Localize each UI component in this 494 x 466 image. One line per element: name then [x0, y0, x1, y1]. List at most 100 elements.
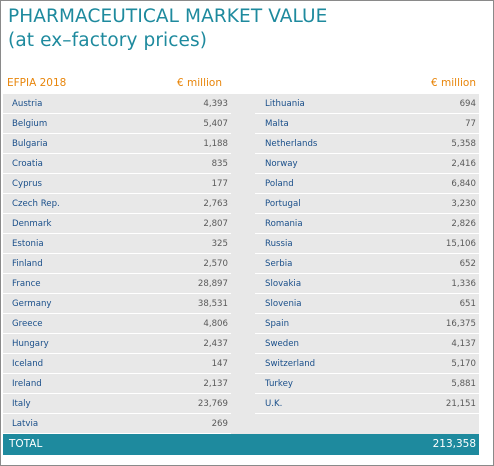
market-value: 6,840 [451, 179, 476, 189]
market-value: 2,826 [451, 219, 476, 229]
market-value: 1,188 [203, 139, 228, 149]
table-row: Romania 2,826 [255, 214, 479, 234]
market-value: 2,416 [451, 159, 476, 169]
market-value: 694 [459, 99, 476, 109]
country-name: Russia [265, 239, 293, 249]
market-value: 38,531 [197, 299, 228, 309]
table-row: Czech Rep. 2,763 [3, 194, 231, 214]
source-label: EFPIA 2018 [7, 77, 67, 89]
country-name: Finland [12, 259, 43, 269]
market-value: 3,230 [451, 199, 476, 209]
table-row: Iceland 147 [3, 354, 231, 374]
country-name: Spain [265, 319, 290, 329]
table-row: Portugal 3,230 [255, 194, 479, 214]
country-name: Slovakia [265, 279, 302, 289]
market-value: 15,106 [445, 239, 476, 249]
market-value: 21,151 [445, 399, 476, 409]
market-value: 28,897 [197, 279, 228, 289]
country-name: Estonia [12, 239, 44, 249]
table-row: Lithuania 694 [255, 94, 479, 114]
market-value: 4,393 [203, 99, 228, 109]
table-row: Switzerland 5,170 [255, 354, 479, 374]
market-value: 652 [459, 259, 476, 269]
country-name: Latvia [12, 419, 39, 429]
table-row: Croatia 835 [3, 154, 231, 174]
country-name: Poland [265, 179, 294, 189]
market-value: 5,358 [451, 139, 476, 149]
table-row: Cyprus 177 [3, 174, 231, 194]
country-name: Switzerland [265, 359, 316, 369]
market-value: 2,137 [203, 379, 228, 389]
country-name: Germany [12, 299, 52, 309]
country-name: Hungary [12, 339, 49, 349]
table-row: Slovakia 1,336 [255, 274, 479, 294]
country-name: Netherlands [265, 139, 318, 149]
market-value: 5,170 [451, 359, 476, 369]
table-row: Spain 16,375 [255, 314, 479, 334]
country-name: Lithuania [265, 99, 305, 109]
country-name: Serbia [265, 259, 293, 269]
country-name: Malta [265, 119, 289, 129]
market-value: 325 [211, 239, 228, 249]
table-row: Austria 4,393 [3, 94, 231, 114]
title-line-2: (at ex–factory prices) [8, 30, 208, 51]
page-title: PHARMACEUTICAL MARKET VALUE (at ex–facto… [8, 5, 327, 53]
table-row: Russia 15,106 [255, 234, 479, 254]
table-row: Denmark 2,807 [3, 214, 231, 234]
total-value: 213,358 [432, 438, 476, 450]
table-row: Greece 4,806 [3, 314, 231, 334]
country-name: Ireland [12, 379, 42, 389]
table-row: Estonia 325 [3, 234, 231, 254]
table-row: Belgium 5,407 [3, 114, 231, 134]
title-line-1: PHARMACEUTICAL MARKET VALUE [8, 6, 328, 27]
country-name: Romania [265, 219, 303, 229]
market-value: 5,881 [451, 379, 476, 389]
country-name: Czech Rep. [12, 199, 60, 209]
table-row: Italy 23,769 [3, 394, 231, 414]
country-name: Slovenia [265, 299, 302, 309]
country-name: Greece [12, 319, 43, 329]
country-name: U.K. [265, 399, 283, 409]
country-name: Turkey [265, 379, 293, 389]
table-row: Bulgaria 1,188 [3, 134, 231, 154]
market-value: 2,807 [203, 219, 228, 229]
country-name: Iceland [12, 359, 44, 369]
market-value: 5,407 [203, 119, 228, 129]
country-name: Cyprus [12, 179, 42, 189]
unit-label-right: € million [431, 77, 476, 89]
country-name: Bulgaria [12, 139, 48, 149]
country-name: Italy [12, 399, 31, 409]
country-name: France [12, 279, 41, 289]
market-value: 651 [459, 299, 476, 309]
market-value: 16,375 [445, 319, 476, 329]
market-value: 2,437 [203, 339, 228, 349]
total-row: TOTAL 213,358 [3, 434, 479, 455]
table-row: Finland 2,570 [3, 254, 231, 274]
market-value: 1,336 [451, 279, 476, 289]
left-column: Austria 4,393 Belgium 5,407 Bulgaria 1,188 Cro… [3, 94, 231, 434]
market-value: 269 [211, 419, 228, 429]
table-row: Slovenia 651 [255, 294, 479, 314]
country-name: Austria [12, 99, 43, 109]
table-row: Malta 77 [255, 114, 479, 134]
country-name: Belgium [12, 119, 48, 129]
country-name: Denmark [12, 219, 52, 229]
market-value: 177 [211, 179, 228, 189]
market-value: 2,570 [203, 259, 228, 269]
table-row: Hungary 2,437 [3, 334, 231, 354]
market-value: 4,806 [203, 319, 228, 329]
table-row: Ireland 2,137 [3, 374, 231, 394]
market-value: 2,763 [203, 199, 228, 209]
unit-label-left: € million [177, 77, 222, 89]
table-row: Poland 6,840 [255, 174, 479, 194]
table-row: Turkey 5,881 [255, 374, 479, 394]
table-row: Germany 38,531 [3, 294, 231, 314]
market-value: 77 [465, 119, 476, 129]
table-row: Norway 2,416 [255, 154, 479, 174]
market-value: 147 [211, 359, 228, 369]
table-row: Latvia 269 [3, 414, 231, 434]
country-name: Croatia [12, 159, 43, 169]
table-row: U.K. 21,151 [255, 394, 479, 414]
table-row: Serbia 652 [255, 254, 479, 274]
